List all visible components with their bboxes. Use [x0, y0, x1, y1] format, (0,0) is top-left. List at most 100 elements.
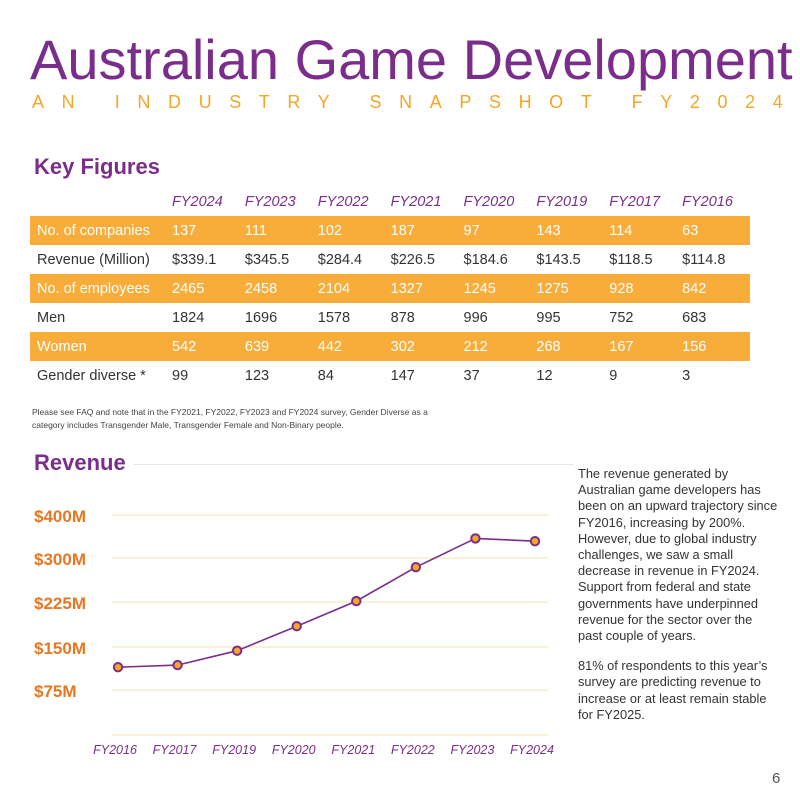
row-label: No. of employees	[30, 274, 167, 303]
table-cell: 12	[536, 367, 553, 384]
table-cell: 147	[390, 367, 415, 384]
column-header: FY2021	[390, 194, 442, 210]
table-cell: 63	[677, 216, 750, 245]
table-cell: 114	[604, 216, 678, 245]
table-cell: $284.4	[317, 251, 363, 268]
table-cell: 268	[531, 332, 605, 361]
key-figures-table: FY2024 FY2023 FY2022 FY2021 FY2020 FY201…	[30, 188, 750, 390]
table-cell: 752	[609, 309, 634, 326]
table-row: No. of companies 137 111 102 187 97 143 …	[30, 216, 750, 245]
row-label: No. of companies	[30, 216, 167, 245]
table-cell: 84	[317, 367, 334, 384]
table-header-row: FY2024 FY2023 FY2022 FY2021 FY2020 FY201…	[30, 188, 750, 216]
table-cell: 187	[385, 216, 459, 245]
x-tick-label: FY2017	[153, 743, 198, 757]
table-cell: 1824	[172, 309, 205, 326]
x-tick-label: FY2021	[331, 743, 375, 757]
page-subtitle: AN INDUSTRY SNAPSHOT FY2024	[32, 92, 800, 112]
revenue-series-line	[117, 537, 536, 668]
key-figures-heading: Key Figures	[34, 154, 160, 179]
commentary-paragraph: 81% of respondents to this year’s survey…	[578, 658, 768, 722]
table-cell: 123	[244, 367, 270, 384]
data-point	[291, 621, 302, 632]
x-tick-label: FY2019	[212, 743, 256, 757]
table-cell: 1578	[317, 309, 351, 326]
table-cell: $114.8	[682, 251, 726, 268]
table-cell: 143	[531, 216, 605, 245]
table-cell: 928	[604, 274, 678, 303]
table-cell: 102	[312, 216, 386, 245]
table-footnote: Please see FAQ and note that in the FY20…	[32, 407, 428, 430]
table-cell: 9	[609, 367, 618, 384]
table-cell: 2458	[239, 274, 313, 303]
page-number: 6	[772, 770, 781, 787]
table-cell: 302	[385, 332, 459, 361]
table-cell: 97	[458, 216, 532, 245]
table-cell: $339.1	[172, 251, 217, 268]
data-point	[231, 645, 243, 656]
column-header: FY2023	[244, 194, 296, 210]
y-tick-label: $150M	[34, 639, 86, 658]
data-point	[529, 536, 541, 547]
column-header: FY2020	[463, 194, 515, 210]
x-tick-label: FY2020	[272, 743, 316, 757]
table-cell: $118.5	[609, 251, 653, 268]
table-cell: 1245	[458, 274, 532, 303]
table-cell: 639	[239, 332, 313, 361]
y-tick-label: $400M	[34, 507, 86, 526]
commentary-paragraph: The revenue generated by Australian game…	[578, 466, 778, 644]
column-header: FY2024	[172, 194, 223, 210]
column-header: FY2019	[536, 194, 588, 210]
table-cell: $345.5	[244, 251, 290, 268]
y-tick-label: $225M	[34, 594, 86, 613]
x-tick-label: FY2016	[93, 743, 137, 757]
table-cell: $143.5	[536, 251, 581, 268]
column-header: FY2022	[317, 194, 369, 210]
table-cell: 442	[312, 332, 386, 361]
data-point	[351, 595, 362, 607]
x-tick-label: FY2022	[391, 743, 435, 757]
table-cell: 878	[390, 309, 415, 326]
x-tick-label: FY2024	[510, 743, 554, 757]
table-row: Men 1824 1696 1578 878 996 995 752 683	[30, 303, 750, 332]
column-header: FY2017	[609, 194, 661, 210]
y-tick-label: $300M	[34, 550, 86, 569]
data-point	[112, 662, 124, 673]
table-cell: 1275	[531, 274, 605, 303]
data-point	[410, 562, 422, 573]
table-cell: 542	[167, 332, 240, 361]
table-cell: 111	[239, 216, 313, 245]
table-cell: 137	[167, 216, 240, 245]
revenue-heading: Revenue	[34, 450, 126, 475]
table-row: No. of employees 2465 2458 2104 1327 124…	[30, 274, 750, 303]
table-cell: 1696	[244, 309, 278, 326]
row-label: Women	[30, 332, 167, 361]
data-point	[470, 533, 481, 544]
table-cell: 99	[172, 367, 189, 384]
table-row: Women 542 639 442 302 212 268 167 156	[30, 332, 750, 361]
table-cell: 37	[463, 367, 480, 384]
data-point	[172, 659, 183, 671]
table-cell: 995	[536, 309, 561, 326]
table-cell: 3	[682, 367, 691, 384]
page-title: Australian Game Development	[30, 28, 793, 91]
revenue-commentary: The revenue generated by Australian game…	[578, 466, 778, 737]
table-cell: $226.5	[390, 251, 435, 268]
table-cell: 683	[682, 309, 707, 326]
table-cell: 996	[463, 309, 488, 326]
row-label: Revenue (Million)	[37, 251, 150, 268]
row-label: Men	[37, 309, 66, 326]
table-cell: 2465	[167, 274, 240, 303]
x-tick-label: FY2023	[451, 743, 495, 757]
section-divider	[134, 464, 574, 465]
table-cell: 156	[677, 332, 750, 361]
table-cell: 1327	[385, 274, 459, 303]
table-cell: 2104	[312, 274, 386, 303]
table-cell: 167	[604, 332, 678, 361]
column-header: FY2016	[682, 194, 733, 210]
table-cell: $184.6	[463, 251, 508, 268]
table-row: Revenue (Million) $339.1 $345.5 $284.4 $…	[30, 245, 750, 274]
y-tick-label: $75M	[34, 682, 77, 701]
table-cell: 212	[458, 332, 532, 361]
